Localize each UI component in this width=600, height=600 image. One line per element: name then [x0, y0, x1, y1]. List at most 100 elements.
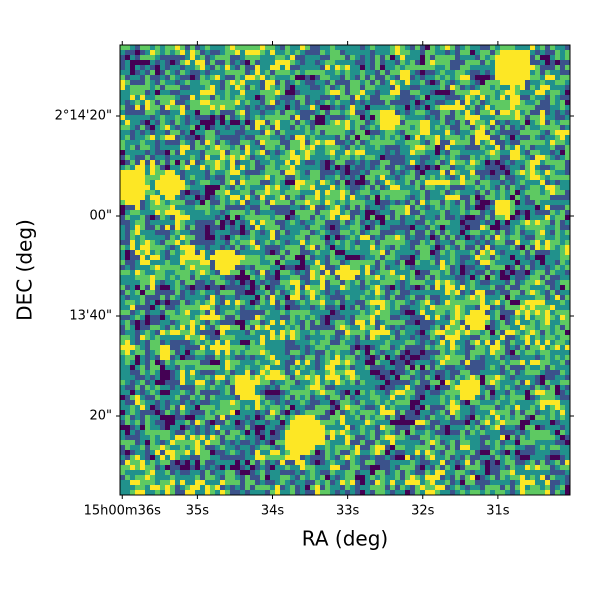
pixel — [125, 225, 131, 231]
pixel — [285, 190, 291, 196]
pixel — [185, 135, 191, 141]
pixel — [190, 200, 196, 206]
pixel — [455, 150, 461, 156]
pixel — [365, 45, 371, 51]
pixel — [190, 105, 196, 111]
pixel — [425, 110, 431, 116]
pixel — [535, 290, 541, 296]
pixel — [310, 310, 316, 316]
pixel — [465, 75, 471, 81]
pixel — [470, 225, 476, 231]
pixel — [145, 295, 151, 301]
pixel — [275, 275, 281, 281]
pixel — [365, 120, 371, 126]
pixel — [490, 95, 496, 101]
pixel — [295, 90, 301, 96]
pixel — [265, 130, 271, 136]
pixel — [335, 45, 341, 51]
pixel — [525, 220, 531, 226]
pixel — [455, 155, 461, 161]
pixel — [540, 155, 546, 161]
pixel — [125, 260, 131, 266]
pixel — [345, 230, 351, 236]
pixel — [265, 95, 271, 101]
pixel — [330, 80, 336, 86]
pixel — [250, 50, 256, 56]
pixel — [435, 200, 441, 206]
pixel — [510, 80, 516, 86]
pixel — [140, 155, 146, 161]
pixel — [380, 255, 386, 261]
pixel — [265, 225, 271, 231]
pixel — [485, 210, 491, 216]
pixel — [245, 295, 251, 301]
pixel — [410, 315, 416, 321]
pixel — [500, 180, 506, 186]
pixel — [290, 180, 296, 186]
pixel — [260, 270, 266, 276]
pixel — [195, 175, 201, 181]
pixel — [295, 290, 301, 296]
pixel — [215, 195, 221, 201]
pixel — [535, 240, 541, 246]
pixel — [195, 245, 201, 251]
pixel — [535, 200, 541, 206]
pixel — [385, 60, 391, 66]
pixel — [395, 50, 401, 56]
pixel — [495, 220, 501, 226]
pixel — [400, 260, 406, 266]
pixel — [185, 305, 191, 311]
pixel — [410, 125, 416, 131]
pixel — [295, 220, 301, 226]
pixel — [450, 280, 456, 286]
pixel — [340, 180, 346, 186]
pixel — [380, 165, 386, 171]
pixel — [220, 275, 226, 281]
pixel — [430, 105, 436, 111]
pixel — [555, 60, 561, 66]
pixel — [315, 235, 321, 241]
pixel — [410, 240, 416, 246]
pixel — [425, 125, 431, 131]
pixel — [385, 170, 391, 176]
pixel — [500, 160, 506, 166]
pixel — [150, 265, 156, 271]
pixel — [375, 130, 381, 136]
pixel — [265, 235, 271, 241]
pixel — [405, 285, 411, 291]
pixel — [155, 190, 161, 196]
pixel — [145, 140, 151, 146]
pixel — [460, 150, 466, 156]
pixel — [510, 240, 516, 246]
pixel — [305, 260, 311, 266]
pixel — [150, 235, 156, 241]
pixel — [525, 205, 531, 211]
pixel — [545, 130, 551, 136]
pixel — [490, 245, 496, 251]
pixel — [450, 290, 456, 296]
pixel — [540, 65, 546, 71]
pixel — [530, 135, 536, 141]
pixel — [135, 125, 141, 131]
pixel — [365, 200, 371, 206]
pixel — [470, 145, 476, 151]
pixel — [415, 215, 421, 221]
pixel — [210, 230, 216, 236]
pixel — [545, 210, 551, 216]
pixel — [335, 130, 341, 136]
pixel — [245, 105, 251, 111]
pixel — [450, 145, 456, 151]
pixel — [185, 220, 191, 226]
pixel — [140, 315, 146, 321]
pixel — [335, 80, 341, 86]
pixel — [300, 55, 306, 61]
pixel — [220, 200, 226, 206]
pixel — [270, 110, 276, 116]
pixel — [330, 250, 336, 256]
pixel — [185, 230, 191, 236]
pixel — [270, 135, 276, 141]
pixel — [555, 270, 561, 276]
pixel — [510, 115, 516, 121]
pixel — [255, 250, 261, 256]
pixel — [170, 195, 176, 201]
